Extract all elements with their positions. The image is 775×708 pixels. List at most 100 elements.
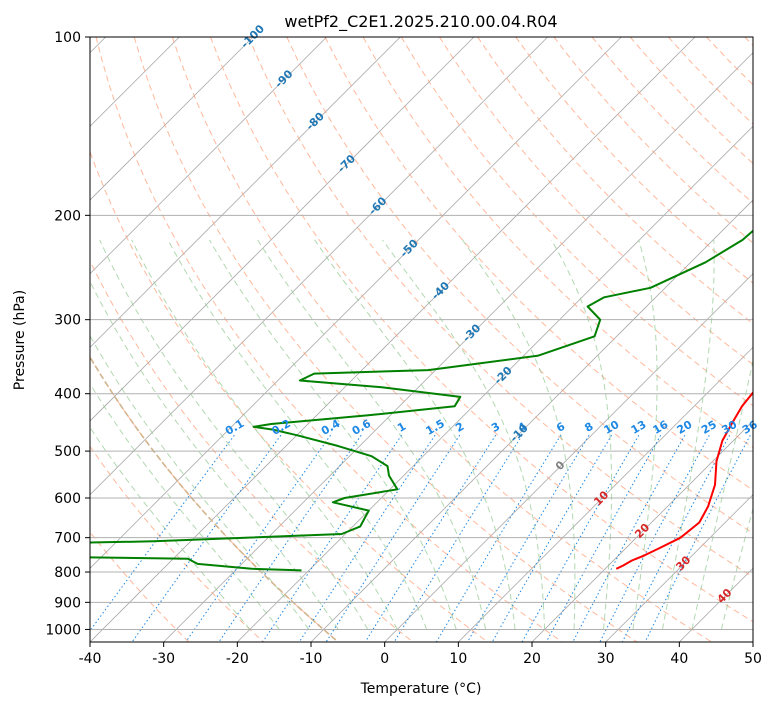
isotherm-label: -40	[429, 279, 452, 302]
dry-adiabat-line	[210, 37, 753, 623]
mixing-ratio-label: 1	[395, 420, 408, 435]
mixing-ratio-line	[298, 434, 436, 642]
mixing-ratio-label: 3	[489, 420, 502, 435]
mixing-ratio-label: 13	[629, 418, 649, 437]
isotherm-line	[90, 37, 401, 348]
x-tick-label: -10	[300, 651, 323, 667]
mixing-ratio-label: 1.5	[424, 417, 447, 438]
mixing-ratio-line	[325, 434, 461, 642]
special-adiabat-line	[90, 355, 339, 642]
isotherm-line	[90, 37, 696, 642]
isotherm-line	[237, 125, 753, 642]
mixing-ratio-label: 36	[740, 418, 760, 437]
dry-adiabat-line	[90, 445, 264, 642]
mixing-ratio-line	[491, 434, 613, 642]
mixing-ratio-line	[572, 434, 686, 642]
mixing-ratio-line	[621, 434, 731, 642]
pressure-grid	[90, 37, 753, 630]
mixing-ratio-label: 20	[675, 418, 695, 437]
dry-adiabat-line	[286, 37, 753, 534]
temperature-line	[615, 391, 753, 570]
isotherm-label: -50	[398, 237, 421, 260]
mixing-ratio-line	[262, 434, 403, 642]
mixing-ratio-line	[131, 434, 282, 642]
x-tick-label: 30	[597, 651, 615, 667]
x-axis: -40 -30 -20 -10 0 10 20 30 40 50	[79, 642, 762, 667]
dry-adiabat-line	[90, 356, 339, 642]
isotherm-line	[384, 273, 753, 642]
dry-adiabat-line	[591, 37, 753, 204]
y-tick-label: 700	[54, 531, 81, 547]
dry-adiabat-line	[95, 37, 563, 642]
dry-adiabat-line	[90, 150, 488, 642]
moist-adiabat-line	[314, 239, 516, 630]
y-tick-label: 300	[54, 313, 81, 329]
isotherm-label: -20	[492, 364, 515, 387]
mixing-ratio-line	[545, 434, 662, 642]
x-tick-label: 50	[744, 651, 762, 667]
x-tick-label: -20	[226, 651, 249, 667]
dry-adiabat-line	[438, 37, 753, 366]
moist-adiabat-line	[550, 239, 613, 630]
background-lines	[90, 37, 753, 642]
mixing-ratio-label: 0.6	[350, 417, 374, 438]
isotherm-label: -80	[304, 109, 327, 132]
y-axis-label: Pressure (hPa)	[12, 290, 28, 390]
moist-adiabat-line	[661, 239, 715, 630]
x-tick-label: 0	[380, 651, 389, 667]
dry-adiabat-line	[90, 531, 190, 642]
moist-adiabat-line	[461, 239, 576, 630]
moist-adiabat-line	[90, 280, 339, 630]
isotherm-line	[752, 641, 753, 642]
isotherm-label: -90	[272, 67, 295, 90]
moist-adiabat-line	[90, 426, 251, 630]
moist-adiabat-line	[90, 382, 280, 630]
dry-adiabat-line	[477, 37, 753, 325]
isotherm-label: -30	[460, 321, 483, 344]
y-tick-label: 600	[54, 491, 81, 507]
isotherm-line	[90, 37, 327, 275]
dry-adiabat-line	[668, 37, 753, 125]
y-tick-label: 900	[54, 595, 81, 611]
moist-adiabat-line	[90, 334, 310, 630]
y-tick-label: 100	[54, 30, 81, 46]
y-tick-label: 800	[54, 565, 81, 581]
x-tick-label: 40	[670, 651, 688, 667]
dry-adiabat-line	[171, 37, 712, 642]
dry-adiabat-line	[706, 37, 753, 86]
moist-adiabat-line	[632, 239, 658, 630]
isotherm-line	[310, 199, 753, 642]
profile-lines	[90, 229, 753, 572]
dry-adiabat-line	[248, 37, 753, 578]
mixing-ratio-label: 6	[554, 420, 567, 435]
x-tick-label: 20	[523, 651, 541, 667]
mixing-ratio-label: 10	[602, 418, 622, 437]
isotherm-line	[531, 420, 753, 642]
isotherm-line	[90, 37, 622, 569]
x-axis-label: Temperature (°C)	[360, 681, 482, 697]
isotherm-label: 10	[591, 488, 611, 508]
moist-adiabat-line	[257, 239, 487, 630]
mixing-ratio-line	[521, 434, 640, 642]
isotherm-label: 0	[553, 458, 568, 473]
isotherm-line	[90, 37, 548, 496]
y-tick-label: 200	[54, 208, 81, 224]
mixing-ratio-line	[393, 434, 523, 642]
isotherm-line	[605, 494, 753, 642]
y-tick-label: 500	[54, 444, 81, 460]
mixing-ratio-label: 0.2	[269, 417, 292, 438]
mixing-ratio-label: 2	[453, 420, 466, 435]
y-tick-label: 400	[54, 387, 81, 403]
mixing-ratio-line	[90, 434, 235, 632]
mixing-ratio-line	[364, 434, 497, 642]
dry-adiabat-line	[90, 259, 414, 642]
dry-adiabat-line	[133, 37, 638, 642]
moist-adiabat-line	[381, 239, 546, 630]
moist-adiabat-line	[99, 239, 369, 630]
chart-title: wetPf2_C2E1.2025.210.00.04.R04	[284, 12, 557, 32]
isotherm-line	[90, 37, 254, 201]
dewpoint-line	[90, 229, 753, 572]
mixing-ratio-line	[467, 434, 590, 642]
mixing-ratio-line	[435, 434, 562, 642]
